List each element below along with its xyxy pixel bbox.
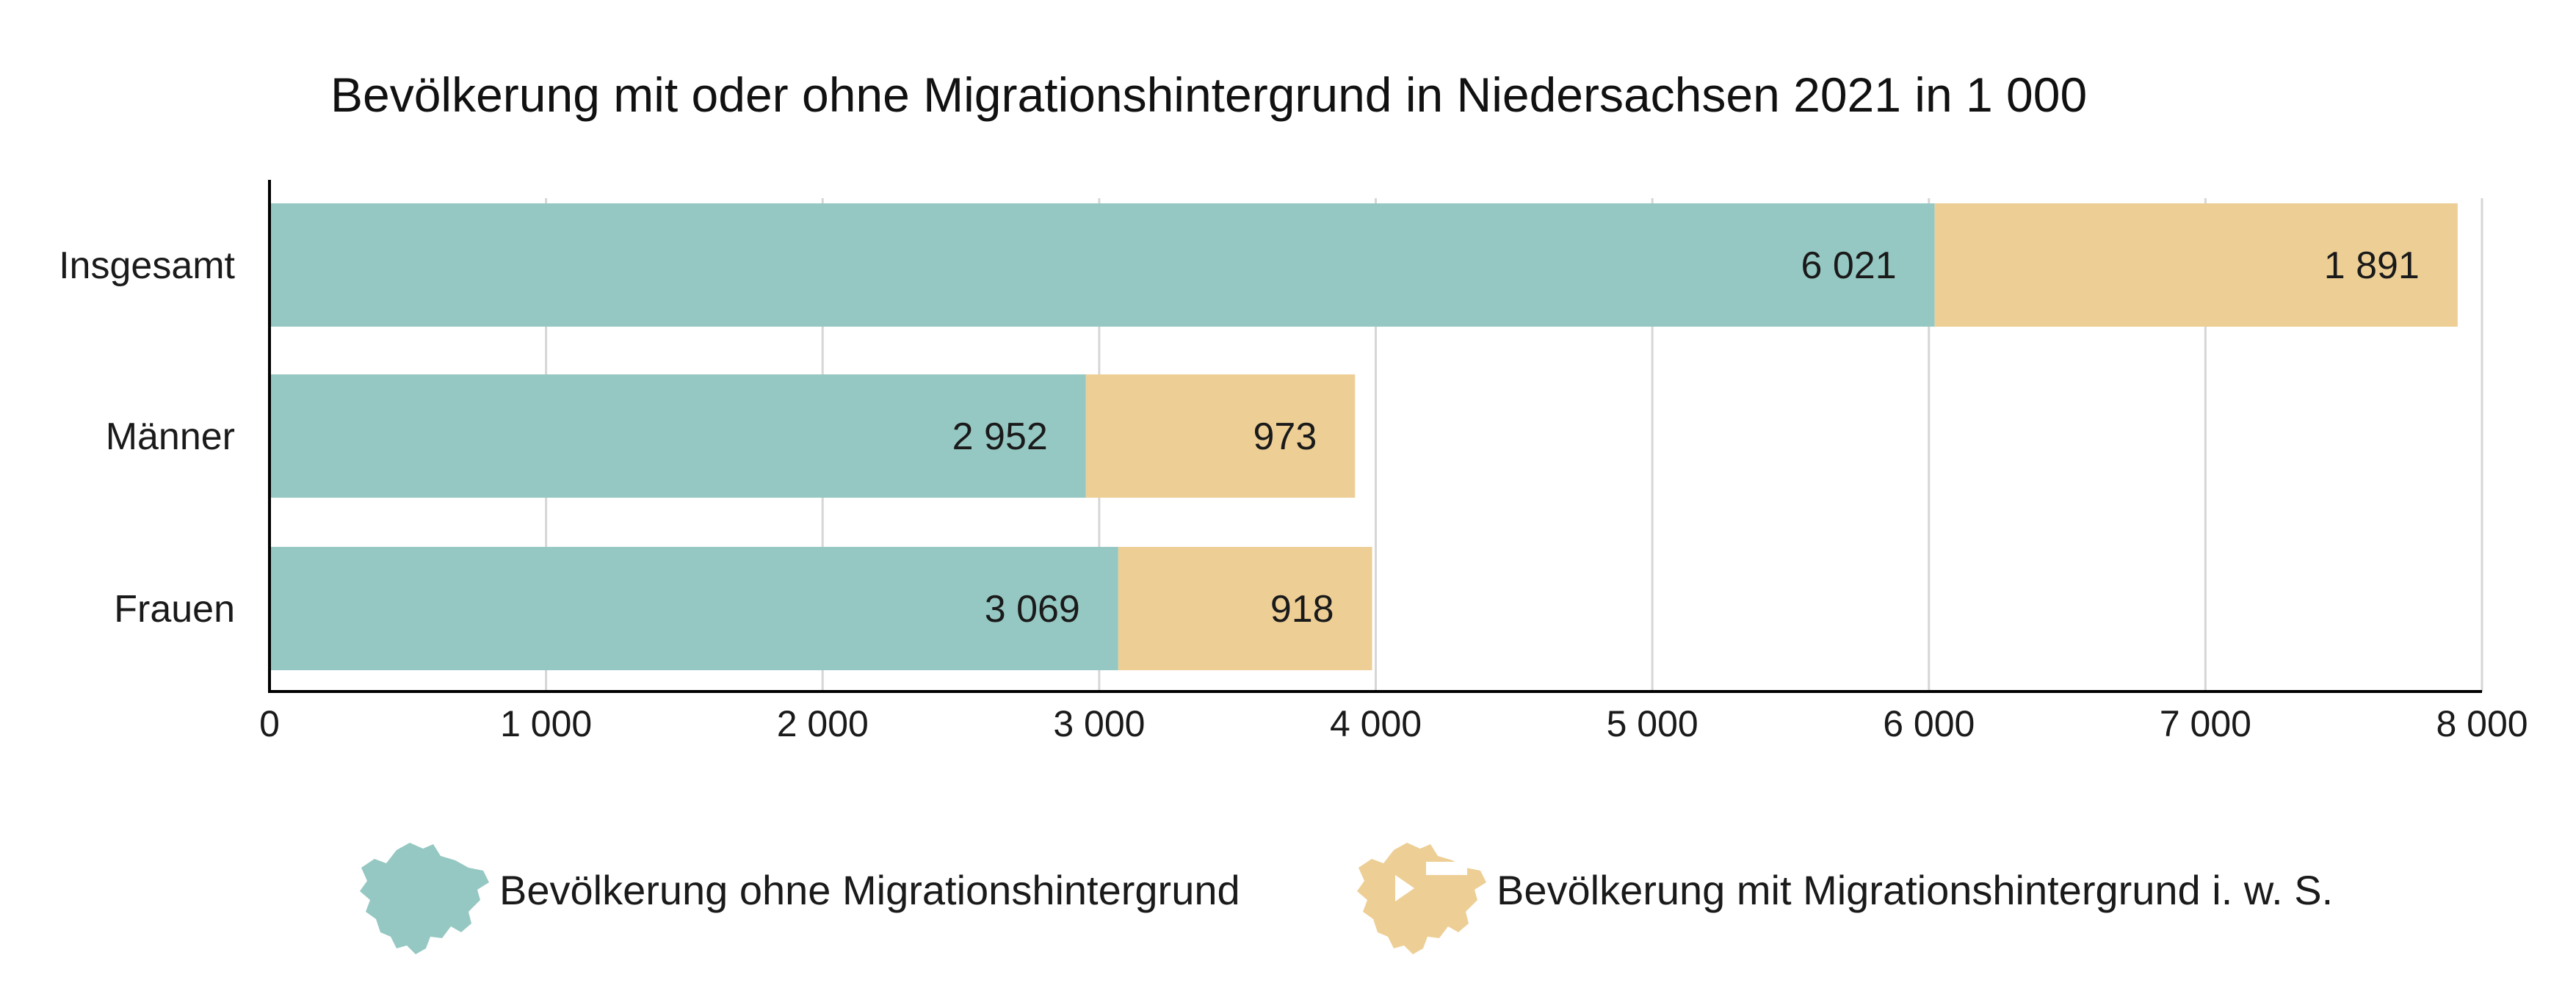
x-tick-label: 7 000 xyxy=(2160,703,2251,744)
x-tick-label: 0 xyxy=(259,703,280,744)
legend: Bevölkerung ohne Migrationshintergrund Be… xyxy=(360,843,2333,954)
category-label: Männer xyxy=(106,415,235,458)
niedersachsen-map-icon xyxy=(1357,843,1486,954)
legend-item: Bevölkerung ohne Migrationshintergrund xyxy=(360,843,1240,954)
chart-title: Bevölkerung mit oder ohne Migrationshint… xyxy=(330,68,2087,122)
x-tick-label: 3 000 xyxy=(1053,703,1145,744)
bar-segment-mit-1 xyxy=(1085,374,1356,498)
legend-item: Bevölkerung mit Migrationshintergrund i.… xyxy=(1357,843,2333,954)
data-label: 2 952 xyxy=(952,415,1048,458)
x-tick-label: 5 000 xyxy=(1607,703,1698,744)
bar-segment-ohne-0 xyxy=(269,203,1935,327)
data-label: 973 xyxy=(1253,415,1317,458)
x-tick-label: 6 000 xyxy=(1883,703,1975,744)
data-label: 1 891 xyxy=(2324,244,2420,287)
map-cutout xyxy=(1426,862,1467,875)
bar-segment-mit-0 xyxy=(1934,203,2458,327)
niedersachsen-map-icon xyxy=(360,843,489,954)
data-label: 6 021 xyxy=(1801,244,1897,287)
label-layer: 6 021 1 891 Insgesamt 2 952 973 Männer 3 069 91… xyxy=(59,244,2420,631)
x-tick-label: 8 000 xyxy=(2436,703,2528,744)
bar-segment-ohne-2 xyxy=(269,547,1118,670)
data-label: 3 069 xyxy=(985,588,1080,631)
legend-label: Bevölkerung ohne Migrationshintergrund xyxy=(499,867,1240,913)
category-label: Frauen xyxy=(114,588,235,631)
category-label: Insgesamt xyxy=(59,244,235,287)
x-tick-label: 4 000 xyxy=(1330,703,1422,744)
legend-label: Bevölkerung mit Migrationshintergrund i.… xyxy=(1497,867,2333,913)
bar-layer xyxy=(269,203,2458,670)
x-tick-label: 2 000 xyxy=(777,703,869,744)
x-tick-label: 1 000 xyxy=(500,703,592,744)
map-shape xyxy=(1357,843,1486,954)
bar-segment-mit-2 xyxy=(1118,547,1372,670)
axis-layer: 0 1 000 2 000 3 000 4 000 5 000 6 000 7 000 8 00… xyxy=(259,180,2528,744)
map-cutout xyxy=(1395,875,1414,901)
data-label: 918 xyxy=(1270,588,1334,631)
bar-segment-ohne-1 xyxy=(269,374,1086,498)
map-shape xyxy=(360,843,489,954)
